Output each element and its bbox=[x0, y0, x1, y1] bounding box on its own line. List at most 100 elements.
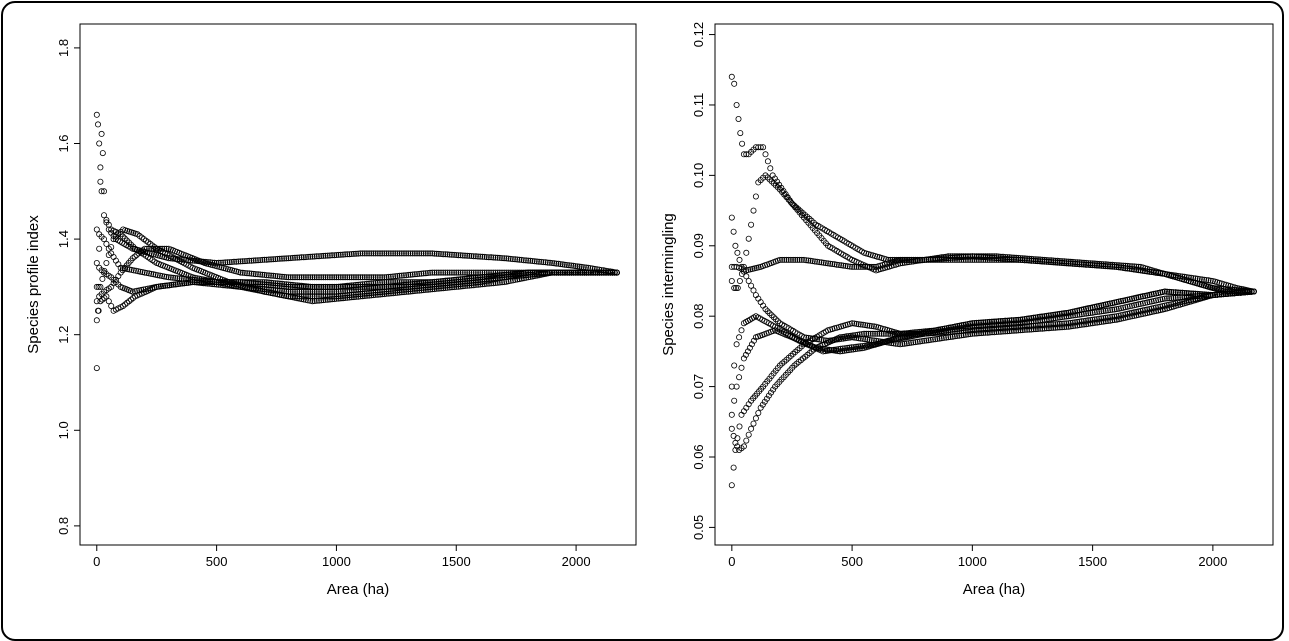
data-point bbox=[268, 272, 275, 279]
series-7 bbox=[93, 226, 620, 305]
data-point bbox=[871, 323, 878, 330]
data-point bbox=[540, 259, 547, 266]
data-point bbox=[559, 269, 566, 276]
data-point bbox=[174, 281, 181, 288]
data-point bbox=[355, 281, 362, 288]
data-point bbox=[394, 272, 401, 279]
data-point bbox=[837, 334, 844, 341]
data-point bbox=[230, 258, 237, 265]
data-point bbox=[516, 270, 523, 277]
data-point bbox=[897, 341, 904, 348]
data-point bbox=[320, 283, 327, 290]
data-point bbox=[200, 279, 207, 286]
data-point bbox=[826, 346, 833, 353]
data-point bbox=[1063, 260, 1070, 267]
data-point bbox=[348, 294, 355, 301]
data-point bbox=[274, 255, 281, 262]
data-point bbox=[536, 258, 543, 265]
data-point bbox=[734, 249, 741, 256]
data-point bbox=[995, 318, 1002, 325]
data-point bbox=[574, 263, 581, 270]
data-point bbox=[163, 273, 170, 280]
data-point bbox=[853, 320, 860, 327]
data-point bbox=[1157, 289, 1164, 296]
data-point bbox=[1002, 324, 1009, 331]
data-point bbox=[1190, 290, 1197, 297]
data-point bbox=[141, 269, 148, 276]
data-point bbox=[437, 250, 444, 257]
data-point bbox=[947, 328, 954, 335]
data-point bbox=[296, 295, 303, 302]
data-point bbox=[159, 272, 166, 279]
data-point bbox=[1218, 291, 1225, 298]
data-point bbox=[1074, 260, 1081, 267]
data-point bbox=[461, 275, 468, 282]
data-point bbox=[921, 330, 928, 337]
data-point bbox=[339, 274, 346, 281]
data-point bbox=[207, 279, 214, 286]
data-point bbox=[1155, 296, 1162, 303]
data-point bbox=[509, 271, 516, 278]
data-point bbox=[122, 301, 129, 308]
data-point bbox=[956, 256, 963, 263]
data-point bbox=[409, 279, 416, 286]
data-point bbox=[520, 257, 527, 264]
data-point bbox=[951, 256, 958, 263]
data-point bbox=[830, 347, 837, 354]
data-point bbox=[518, 275, 525, 282]
data-point bbox=[485, 280, 492, 287]
data-point bbox=[527, 257, 534, 264]
data-point bbox=[263, 256, 270, 263]
data-point bbox=[900, 330, 907, 337]
data-point bbox=[407, 288, 414, 295]
data-point bbox=[329, 274, 336, 281]
data-point bbox=[1059, 259, 1066, 266]
data-point bbox=[728, 425, 735, 432]
data-point bbox=[442, 269, 449, 276]
data-point bbox=[1030, 314, 1037, 321]
data-point bbox=[538, 271, 545, 278]
data-point bbox=[986, 318, 993, 325]
data-point bbox=[451, 269, 458, 276]
data-point bbox=[746, 344, 753, 351]
data-point bbox=[1111, 306, 1118, 313]
data-point bbox=[764, 174, 771, 181]
data-point bbox=[379, 279, 386, 286]
data-point bbox=[868, 263, 875, 270]
data-point bbox=[431, 250, 438, 257]
data-point bbox=[906, 330, 913, 337]
data-point bbox=[507, 277, 514, 284]
data-point bbox=[318, 252, 325, 259]
data-point bbox=[572, 269, 579, 276]
data-point bbox=[864, 322, 871, 329]
data-point bbox=[483, 273, 490, 280]
data-point bbox=[731, 284, 738, 291]
data-point bbox=[809, 258, 816, 265]
data-point bbox=[1091, 316, 1098, 323]
data-point bbox=[1159, 270, 1166, 277]
data-point bbox=[1205, 292, 1212, 299]
data-point bbox=[611, 269, 618, 276]
data-point bbox=[272, 256, 279, 263]
data-point bbox=[472, 253, 479, 260]
data-point bbox=[337, 295, 344, 302]
data-point bbox=[840, 262, 847, 269]
y-tick-label: 1.2 bbox=[56, 326, 71, 344]
data-point bbox=[1120, 304, 1127, 311]
data-point bbox=[259, 256, 266, 263]
data-point bbox=[403, 250, 410, 257]
data-point bbox=[278, 273, 285, 280]
data-point bbox=[455, 252, 462, 259]
data-point bbox=[1028, 257, 1035, 264]
data-point bbox=[853, 263, 860, 270]
data-point bbox=[855, 321, 862, 328]
data-point bbox=[281, 255, 288, 262]
data-point bbox=[1124, 310, 1131, 317]
data-point bbox=[744, 348, 751, 355]
data-point bbox=[97, 178, 104, 185]
data-point bbox=[843, 347, 850, 354]
data-point bbox=[437, 285, 444, 292]
data-point bbox=[927, 256, 934, 263]
y-tick-label: 1.6 bbox=[56, 134, 71, 152]
data-point bbox=[973, 319, 980, 326]
